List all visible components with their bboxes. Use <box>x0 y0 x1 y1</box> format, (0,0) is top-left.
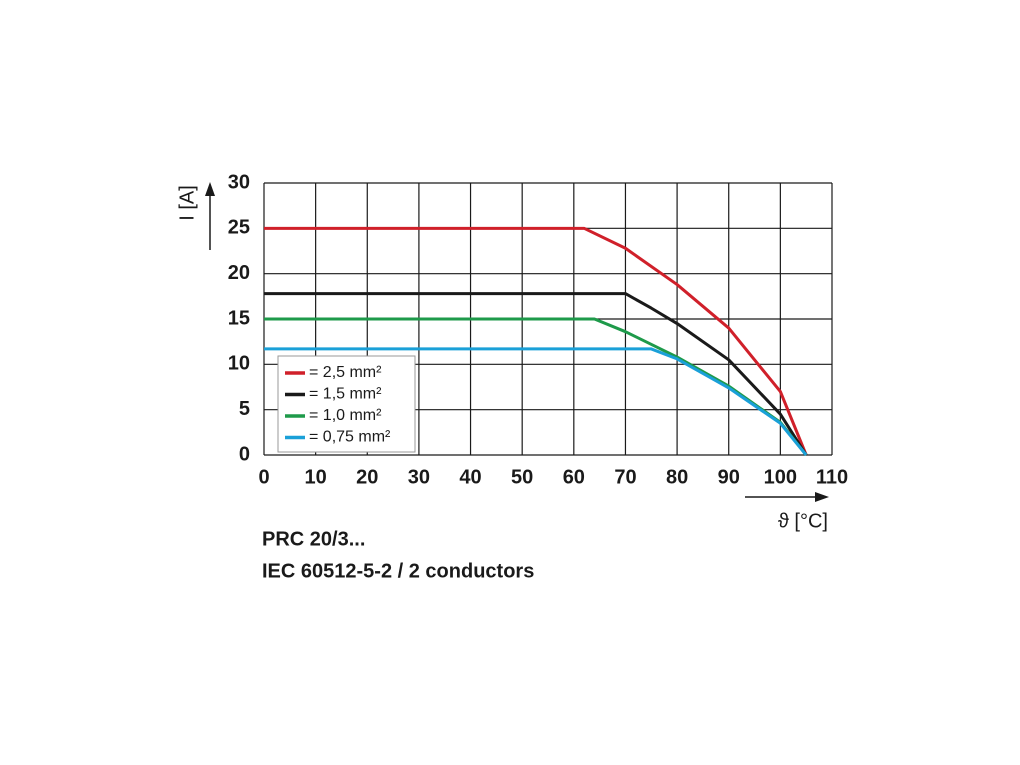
y-tick-label: 10 <box>228 353 250 375</box>
x-tick-label: 110 <box>816 466 848 488</box>
legend: = 2,5 mm² = 1,5 mm² = 1,0 mm² = 0,75 mm² <box>277 355 416 453</box>
y-tick-label: 20 <box>228 262 250 284</box>
x-tick-label: 40 <box>459 466 481 488</box>
x-axis-label: ϑ [°C] <box>778 510 828 532</box>
x-tick-label: 20 <box>356 466 378 488</box>
caption: IEC 60512-5-2 / 2 conductors <box>262 560 534 582</box>
series-line <box>264 347 808 456</box>
x-tick-label: 10 <box>305 466 327 488</box>
x-tick-label: 50 <box>511 466 533 488</box>
y-tick-label: 30 <box>228 171 250 193</box>
caption: PRC 20/3... <box>262 528 365 550</box>
x-tick-label: 60 <box>563 466 585 488</box>
x-tick-label: 70 <box>614 466 636 488</box>
x-tick-label: 0 <box>258 466 269 488</box>
x-tick-label: 30 <box>408 466 430 488</box>
series-line <box>264 226 808 456</box>
legend-label: = 1,0 mm² <box>309 407 382 424</box>
y-tick-label: 15 <box>228 307 250 329</box>
y-tick-label: 0 <box>239 443 250 465</box>
legend-label: = 0,75 mm² <box>309 429 391 446</box>
x-arrowhead <box>815 492 829 502</box>
y-tick-label: 5 <box>239 398 250 420</box>
series-line <box>264 292 808 456</box>
legend-label: = 1,5 mm² <box>309 386 382 403</box>
x-tick-label: 100 <box>764 466 797 488</box>
y-tick-label: 25 <box>228 217 250 239</box>
y-arrowhead <box>205 182 215 196</box>
x-tick-label: 80 <box>666 466 688 488</box>
legend-label: = 2,5 mm² <box>309 364 382 381</box>
y-axis-label: I [A] <box>176 185 198 221</box>
x-tick-label: 90 <box>718 466 740 488</box>
